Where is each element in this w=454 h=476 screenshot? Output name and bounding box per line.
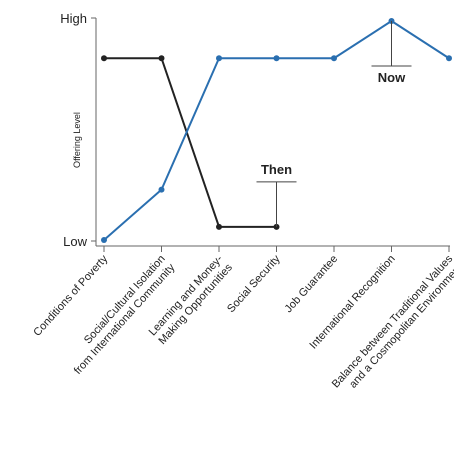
data-point-then bbox=[216, 223, 222, 230]
x-tick-label-line: Job Guarantee bbox=[283, 253, 341, 315]
data-point-now bbox=[158, 186, 165, 193]
data-point-now bbox=[216, 55, 222, 62]
y-tick-label-low: Low bbox=[63, 234, 87, 249]
annotation-then: Then bbox=[261, 162, 292, 177]
x-tick-label-line: Balance between Traditional Values bbox=[330, 253, 454, 391]
y-tick-label-high: High bbox=[60, 11, 87, 26]
annotation-now: Now bbox=[378, 70, 406, 85]
series-line-then bbox=[104, 57, 277, 228]
x-tick-label: Balance between Traditional Valuesand a … bbox=[330, 253, 454, 399]
data-point-now bbox=[273, 55, 280, 62]
data-point-now bbox=[446, 55, 452, 62]
data-point-then bbox=[158, 55, 165, 62]
data-point-now bbox=[331, 55, 337, 62]
data-point-then bbox=[101, 55, 107, 62]
x-tick-label: Social Security bbox=[225, 253, 283, 315]
x-tick-label-line: Social Security bbox=[225, 253, 283, 315]
x-tick-label: Job Guarantee bbox=[283, 253, 341, 315]
y-axis-label: Offering Level bbox=[72, 112, 82, 168]
data-point-now bbox=[101, 237, 107, 243]
